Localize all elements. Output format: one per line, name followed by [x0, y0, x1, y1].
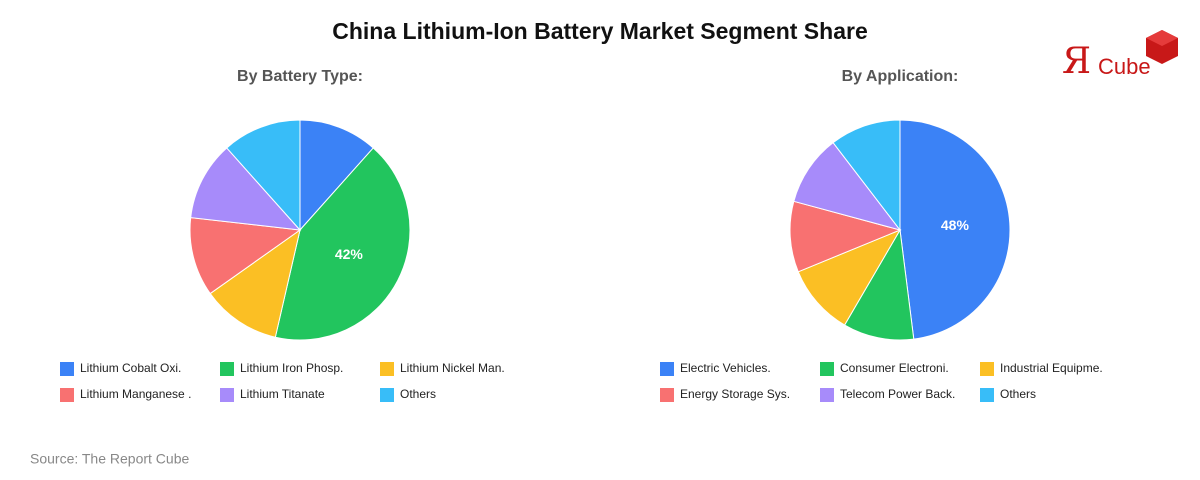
- legend-label: Lithium Manganese .: [80, 387, 191, 401]
- legend-swatch: [60, 362, 74, 376]
- legend-label: Industrial Equipme.: [1000, 361, 1103, 375]
- pie-slice: [899, 119, 1011, 340]
- pie-slice: [789, 200, 902, 273]
- logo: Я Cube: [1062, 30, 1178, 82]
- legend-swatch: [820, 388, 834, 402]
- legend-swatch: [220, 362, 234, 376]
- legend-label: Telecom Power Back.: [840, 387, 955, 401]
- legend-label: Consumer Electroni.: [840, 361, 949, 375]
- chart-subtitle: By Battery Type:: [237, 68, 363, 85]
- source: Source: The Report Cube: [30, 451, 189, 467]
- pie-slice: [793, 141, 902, 231]
- data-label: 48%: [941, 217, 970, 233]
- legend-swatch: [980, 362, 994, 376]
- pie-slice: [299, 119, 374, 232]
- legend-label: Electric Vehicles.: [680, 361, 771, 375]
- legend-swatch: [380, 362, 394, 376]
- pie-slice: [226, 119, 301, 232]
- legend-swatch: [60, 388, 74, 402]
- data-label: 42%: [335, 246, 364, 262]
- legend-label: Lithium Nickel Man.: [400, 361, 505, 375]
- legend-label: Lithium Iron Phosp.: [240, 361, 343, 375]
- logo-text: Cube: [1098, 54, 1151, 79]
- pie-slice: [797, 228, 902, 326]
- logo-cube-top: [1146, 30, 1178, 46]
- pie-slice: [832, 119, 901, 232]
- legend-swatch: [820, 362, 834, 376]
- legend-label: Energy Storage Sys.: [680, 387, 790, 401]
- pie-slice: [189, 217, 302, 295]
- legend-swatch: [380, 388, 394, 402]
- legend-swatch: [980, 388, 994, 402]
- legend-swatch: [660, 362, 674, 376]
- logo-mark: Я: [1062, 41, 1091, 82]
- legend-label: Others: [1000, 387, 1036, 401]
- pie-slice: [274, 147, 411, 341]
- pie-slice: [843, 228, 915, 341]
- pie-slice: [209, 228, 301, 338]
- legend-label: Lithium Titanate: [240, 387, 325, 401]
- pie-slice: [190, 147, 302, 231]
- legend-swatch: [660, 388, 674, 402]
- legend-label: Lithium Cobalt Oxi.: [80, 361, 181, 375]
- page-title: China Lithium-Ion Battery Market Segment…: [332, 18, 867, 44]
- legend-label: Others: [400, 387, 436, 401]
- legend-swatch: [220, 388, 234, 402]
- chart-subtitle: By Application:: [842, 68, 959, 85]
